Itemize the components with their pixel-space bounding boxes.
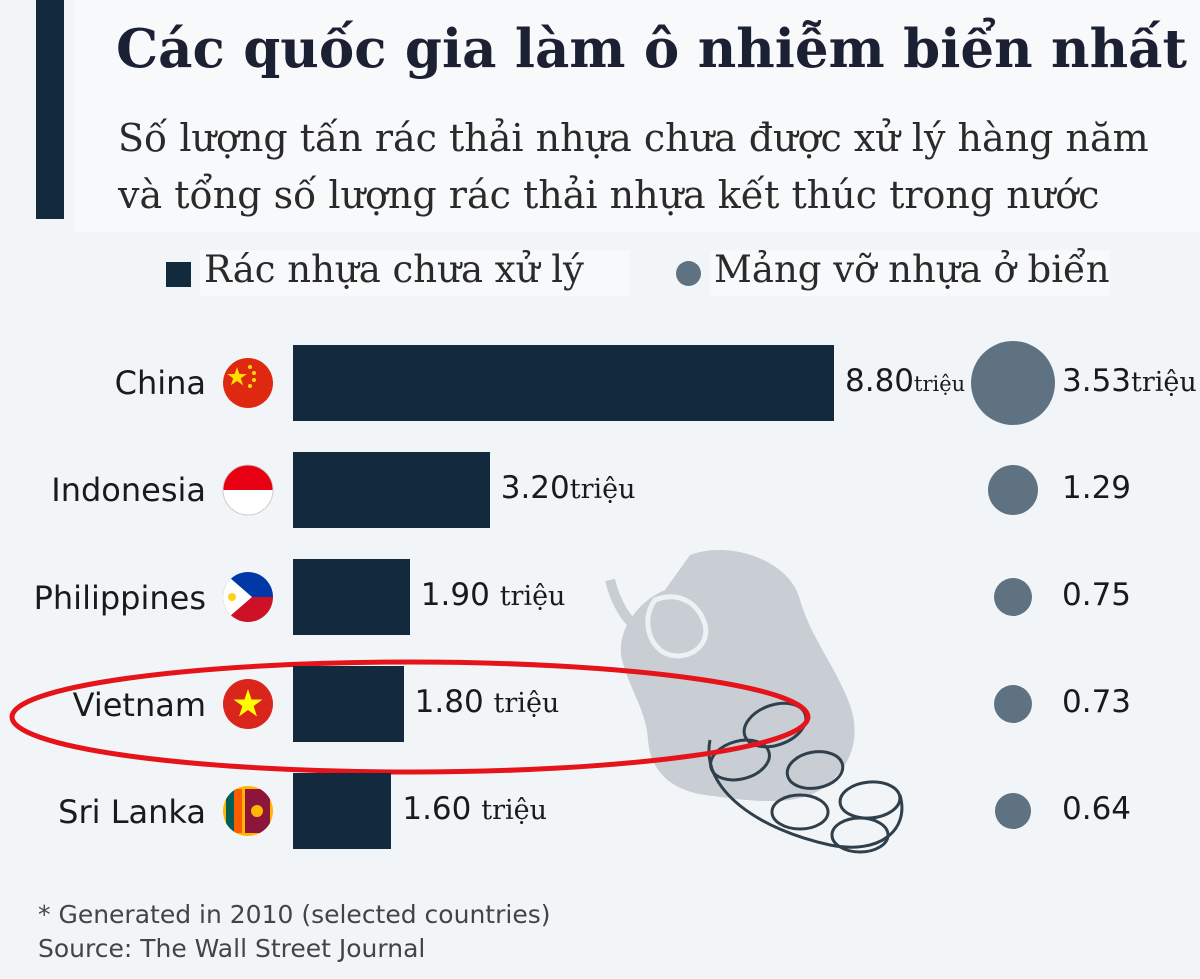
bubble-label-philippines: 0.75 <box>1062 577 1132 613</box>
bar-label-china: 8.80triệu <box>845 363 966 399</box>
bar-vietnam <box>293 666 404 742</box>
legend-bubble-swatch <box>676 261 701 286</box>
bubble-vietnam <box>993 684 1033 724</box>
source-note: Source: The Wall Street Journal <box>38 934 426 963</box>
legend-bar-swatch <box>166 262 191 287</box>
country-label-philippines: Philippines <box>33 579 206 617</box>
legend-bubbles-background <box>710 250 1110 296</box>
bubble-sri-lanka <box>995 793 1031 829</box>
country-label-indonesia: Indonesia <box>51 471 206 509</box>
bubble-label-indonesia: 1.29 <box>1062 470 1132 506</box>
bar-label-philippines: 1.90 triệu <box>420 577 566 613</box>
bar-sri-lanka <box>293 773 392 849</box>
bar-indonesia <box>293 452 490 528</box>
legend-bars-background <box>200 250 630 296</box>
bubble-label-sri-lanka: 0.64 <box>1062 791 1132 827</box>
header-panel <box>74 0 1200 232</box>
bar-label-indonesia: 3.20triệu <box>500 470 636 506</box>
china-flag-icon <box>223 358 273 408</box>
sri-lanka-flag-icon <box>223 786 273 836</box>
bar-label-vietnam: 1.80 triệu <box>414 684 560 720</box>
bubble-indonesia <box>987 464 1039 516</box>
legend-bars-label: Rác nhựa chưa xử lý <box>204 248 584 291</box>
title-accent-bar <box>36 0 64 219</box>
bar-china <box>293 345 834 421</box>
chart-title: Các quốc gia làm ô nhiễm biển nhất <box>116 18 1187 80</box>
country-label-vietnam: Vietnam <box>72 686 206 724</box>
chart-subtitle: Số lượng tấn rác thải nhựa chưa được xử … <box>118 116 1149 217</box>
bubble-label-china: 3.53triệu <box>1062 363 1197 399</box>
philippines-flag-icon <box>223 572 273 622</box>
highlight-ellipse <box>9 659 811 775</box>
bar-philippines <box>293 559 410 635</box>
country-label-sri-lanka: Sri Lanka <box>58 793 206 831</box>
country-label-china: China <box>114 364 206 402</box>
bubble-china <box>971 341 1055 425</box>
footnote: * Generated in 2010 (selected countries) <box>38 900 551 929</box>
legend-bubbles-label: Mảng vỡ nhựa ở biển <box>714 248 1110 291</box>
bubble-label-vietnam: 0.73 <box>1062 684 1132 720</box>
bar-label-sri-lanka: 1.60 triệu <box>402 791 548 827</box>
indonesia-flag-icon <box>222 464 274 516</box>
bubble-philippines <box>993 577 1033 617</box>
vietnam-flag-icon <box>223 679 273 729</box>
